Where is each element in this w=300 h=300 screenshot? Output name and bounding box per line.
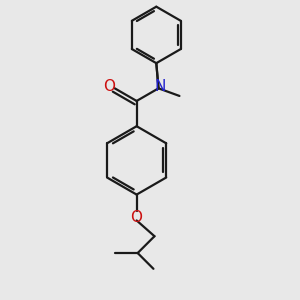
Text: N: N [154,79,166,94]
Text: O: O [130,210,142,225]
Text: O: O [103,79,116,94]
